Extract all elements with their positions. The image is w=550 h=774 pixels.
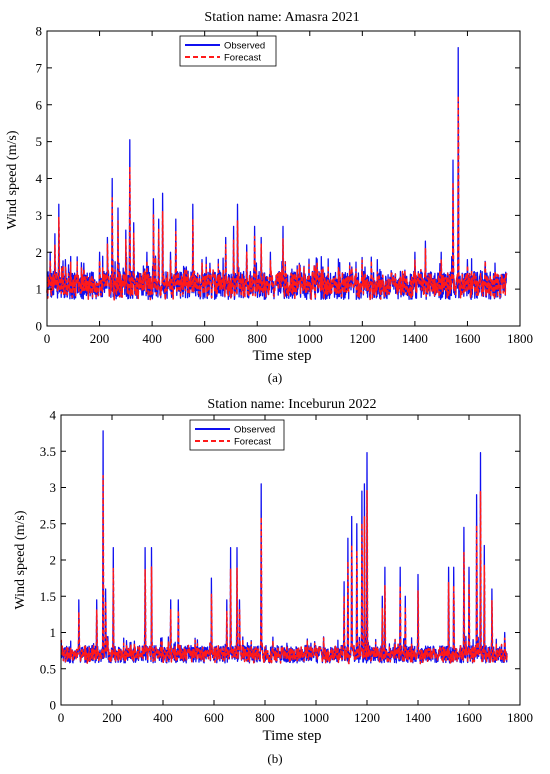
- x-tick-label: 200: [90, 331, 110, 346]
- y-tick-label: 8: [36, 24, 43, 39]
- x-tick-label: 1400: [405, 710, 431, 725]
- legend-label: Observed: [224, 41, 265, 52]
- y-tick-label: 1.5: [40, 589, 56, 604]
- x-tick-label: 400: [142, 331, 162, 346]
- chart-title: Station name: Amasra 2021: [204, 10, 359, 25]
- y-tick-label: 3: [50, 480, 57, 495]
- x-axis-ticks: 0 200 400 600 800 1000 1200 1400 1600 1800: [58, 415, 533, 725]
- y-tick-label: 2: [50, 553, 57, 568]
- panel-label: (b): [267, 751, 282, 766]
- series-line-forecast: [60, 475, 508, 665]
- series-group: [60, 430, 508, 665]
- x-axis-label: Time step: [252, 348, 311, 364]
- y-tick-label: 2: [36, 245, 43, 260]
- x-tick-label: 1800: [507, 331, 533, 346]
- y-tick-label: 4: [36, 171, 43, 186]
- x-tick-label: 600: [204, 710, 224, 725]
- x-tick-label: 1200: [354, 710, 380, 725]
- x-tick-label: 0: [58, 710, 65, 725]
- y-tick-label: 3.5: [40, 444, 56, 459]
- chart-panel-a: Station name: Amasra 2021 0 200 400 600 800 1…: [5, 10, 533, 385]
- y-tick-label: 6: [36, 97, 43, 112]
- chart-title: Station name: Inceburun 2022: [207, 397, 376, 412]
- x-tick-label: 1000: [303, 710, 329, 725]
- x-tick-label: 400: [153, 710, 173, 725]
- x-axis-ticks: 0 200 400 600 800 1000 1200 1400 1600 1800: [44, 31, 533, 346]
- y-tick-label: 3: [36, 208, 43, 223]
- x-tick-label: 800: [255, 710, 275, 725]
- legend-label: Forecast: [234, 437, 271, 448]
- y-tick-label: 2.5: [40, 516, 56, 531]
- legend-label: Observed: [234, 425, 275, 436]
- series-line-forecast: [46, 95, 508, 302]
- y-axis-ticks: 0 0.5 1 1.5 2 2.5 3 3.5 4: [40, 408, 520, 713]
- x-tick-label: 600: [195, 331, 215, 346]
- legend-box: [189, 419, 285, 451]
- y-axis-label: Wind speed (m/s): [13, 510, 28, 609]
- x-tick-label: 1400: [402, 331, 428, 346]
- chart-panel-b: Station name: Inceburun 2022 0 200 400 600 8…: [13, 397, 533, 766]
- x-tick-label: 0: [44, 331, 51, 346]
- x-tick-label: 1600: [454, 331, 480, 346]
- x-tick-label: 1600: [456, 710, 482, 725]
- y-tick-label: 5: [36, 134, 43, 149]
- y-tick-label: 7: [36, 60, 43, 75]
- x-tick-label: 1000: [297, 331, 323, 346]
- y-axis-ticks: 0 1 2 3 4 5 6 7 8: [36, 24, 520, 334]
- y-tick-label: 1: [36, 282, 43, 297]
- x-tick-label: 200: [102, 710, 122, 725]
- panel-label: (a): [268, 370, 282, 385]
- x-tick-label: 1800: [507, 710, 533, 725]
- y-tick-label: 1: [50, 625, 57, 640]
- x-tick-label: 800: [247, 331, 267, 346]
- x-tick-label: 1200: [349, 331, 375, 346]
- y-tick-label: 0.5: [40, 661, 56, 676]
- series-group: [46, 46, 508, 302]
- y-tick-label: 0: [50, 698, 57, 713]
- legend-box: [179, 35, 277, 67]
- y-axis-label: Wind speed (m/s): [5, 130, 20, 229]
- y-tick-label: 0: [36, 319, 43, 334]
- y-tick-label: 4: [50, 408, 57, 423]
- x-axis-label: Time step: [262, 728, 321, 744]
- legend-label: Forecast: [224, 53, 261, 64]
